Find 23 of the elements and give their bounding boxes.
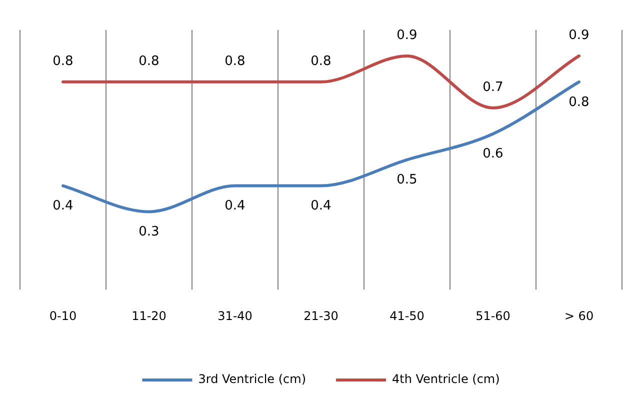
x-tick-label: 11-20: [132, 308, 166, 323]
x-tick-label: 31-40: [218, 308, 252, 323]
data-label: 0.6: [482, 146, 504, 162]
data-label: 0.5: [396, 172, 418, 188]
x-tick-label: 51-60: [476, 308, 510, 323]
data-label: 0.3: [138, 224, 160, 240]
data-label: 0.7: [482, 80, 504, 95]
x-tick-label: > 60: [564, 308, 594, 323]
data-label: 0.8: [138, 54, 160, 69]
data-label: 0.9: [396, 28, 418, 43]
x-tick-label: 41-50: [390, 308, 424, 323]
data-label: 0.4: [52, 198, 74, 214]
x-tick-label: 21-30: [304, 308, 338, 323]
data-label: 0.8: [568, 94, 590, 110]
data-label: 0.8: [310, 54, 332, 69]
data-label: 0.8: [52, 54, 74, 69]
legend-label: 4th Ventricle (cm): [392, 372, 500, 386]
x-tick-label: 0-10: [49, 308, 77, 323]
data-label: 0.8: [224, 54, 246, 69]
data-label: 0.9: [568, 28, 590, 43]
data-label: 0.4: [224, 198, 246, 214]
data-label: 0.4: [310, 198, 332, 214]
legend-label: 3rd Ventricle (cm): [198, 372, 306, 386]
